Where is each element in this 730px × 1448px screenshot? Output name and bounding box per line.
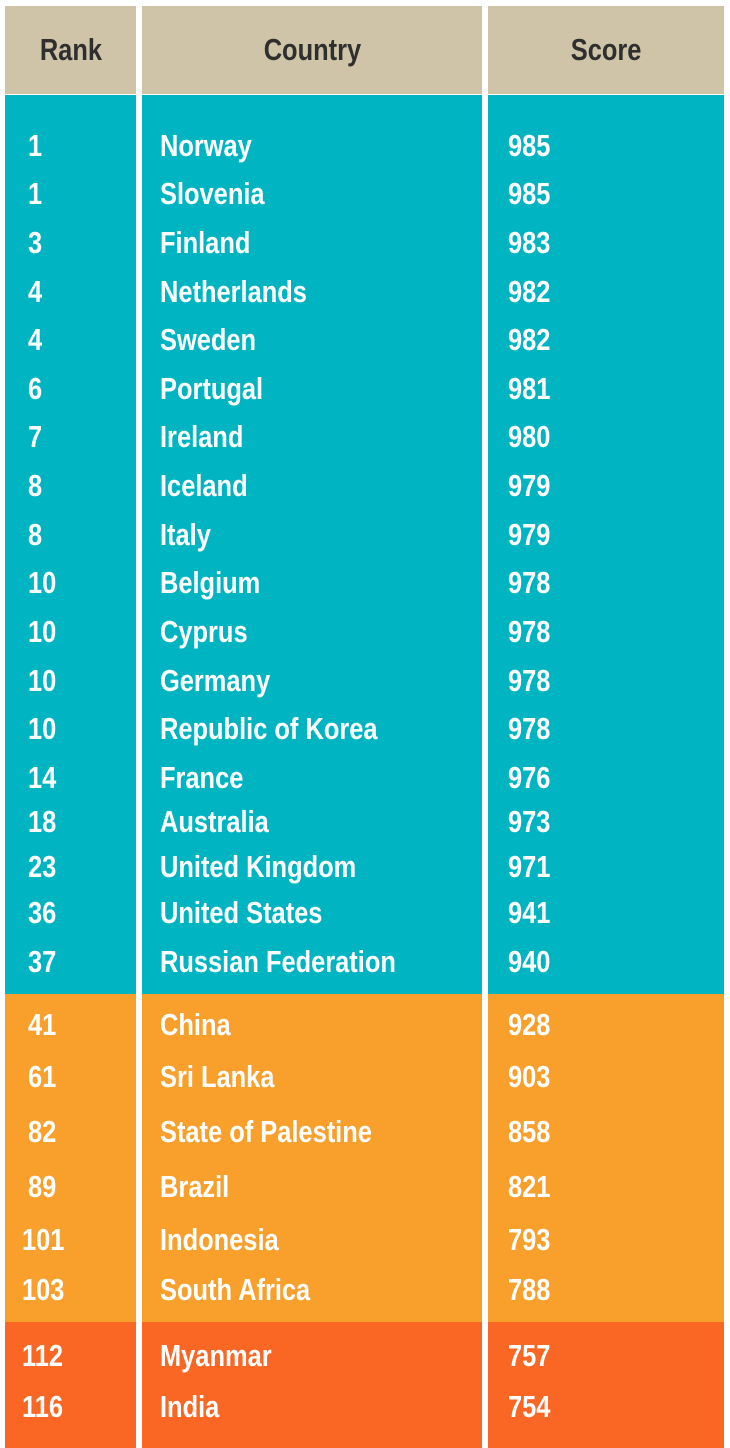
cell-score: 979 <box>508 517 551 552</box>
header-score: Score <box>488 6 724 94</box>
cell-rank: 41 <box>28 1007 57 1042</box>
cell-score: 940 <box>508 944 551 979</box>
cell-rank: 36 <box>28 895 57 930</box>
cell-score: 858 <box>508 1114 551 1149</box>
group-2-band-country <box>142 994 482 1322</box>
cell-score: 757 <box>508 1338 551 1373</box>
header-country: Country <box>142 6 482 94</box>
cell-score: 941 <box>508 895 551 930</box>
cell-score: 754 <box>508 1389 551 1424</box>
cell-score: 973 <box>508 804 551 839</box>
cell-country: Iceland <box>160 468 248 503</box>
cell-score: 978 <box>508 614 551 649</box>
cell-score: 985 <box>508 128 551 163</box>
cell-country: Sri Lanka <box>160 1059 275 1094</box>
cell-rank: 7 <box>28 419 43 454</box>
group-2-band-score <box>488 994 724 1322</box>
cell-country: Brazil <box>160 1169 230 1204</box>
header-country-label: Country <box>263 32 361 67</box>
cell-rank: 3 <box>28 225 43 260</box>
cell-country: Finland <box>160 225 251 260</box>
group-1-band-country <box>142 95 482 994</box>
cell-rank: 1 <box>28 176 43 211</box>
cell-rank: 23 <box>28 849 57 884</box>
cell-rank: 4 <box>28 322 43 357</box>
group-1-band-score <box>488 95 724 994</box>
cell-score: 928 <box>508 1007 551 1042</box>
cell-score: 976 <box>508 760 551 795</box>
cell-rank: 89 <box>28 1169 57 1204</box>
cell-country: Slovenia <box>160 176 265 211</box>
cell-country: Ireland <box>160 419 244 454</box>
cell-score: 821 <box>508 1169 551 1204</box>
cell-score: 788 <box>508 1272 551 1307</box>
cell-rank: 6 <box>28 371 43 406</box>
cell-rank: 10 <box>28 663 57 698</box>
cell-rank: 10 <box>28 711 57 746</box>
cell-country: Indonesia <box>160 1222 279 1257</box>
cell-rank: 4 <box>28 274 43 309</box>
cell-rank: 101 <box>22 1222 65 1257</box>
group-3-band-score <box>488 1322 724 1448</box>
cell-rank: 10 <box>28 614 57 649</box>
cell-rank: 61 <box>28 1059 57 1094</box>
cell-rank: 10 <box>28 565 57 600</box>
cell-rank: 82 <box>28 1114 57 1149</box>
group-1-band-rank <box>5 95 136 994</box>
cell-country: Portugal <box>160 371 264 406</box>
group-3-band-country <box>142 1322 482 1448</box>
cell-rank: 14 <box>28 760 57 795</box>
cell-score: 981 <box>508 371 551 406</box>
cell-score: 903 <box>508 1059 551 1094</box>
cell-country: United Kingdom <box>160 849 357 884</box>
cell-country: Sweden <box>160 322 257 357</box>
cell-score: 793 <box>508 1222 551 1257</box>
cell-rank: 8 <box>28 517 43 552</box>
cell-rank: 103 <box>22 1272 65 1307</box>
cell-country: China <box>160 1007 231 1042</box>
header-rank-label: Rank <box>39 32 102 67</box>
cell-country: Russian Federation <box>160 944 396 979</box>
cell-country: Italy <box>160 517 211 552</box>
cell-rank: 18 <box>28 804 57 839</box>
cell-rank: 116 <box>22 1389 64 1424</box>
header-rank: Rank <box>5 6 136 94</box>
cell-country: South Africa <box>160 1272 311 1307</box>
cell-rank: 1 <box>28 128 43 163</box>
cell-country: Germany <box>160 663 271 698</box>
cell-country: State of Palestine <box>160 1114 372 1149</box>
group-3-band-rank <box>5 1322 136 1448</box>
group-2-band-rank <box>5 994 136 1322</box>
cell-rank: 112 <box>22 1338 64 1373</box>
cell-score: 985 <box>508 176 551 211</box>
cell-score: 980 <box>508 419 551 454</box>
cell-score: 978 <box>508 565 551 600</box>
cell-country: Netherlands <box>160 274 307 309</box>
cell-rank: 37 <box>28 944 57 979</box>
cell-country: Myanmar <box>160 1338 272 1373</box>
cell-score: 971 <box>508 849 551 884</box>
cell-rank: 8 <box>28 468 43 503</box>
cell-country: Republic of Korea <box>160 711 378 746</box>
cell-score: 979 <box>508 468 551 503</box>
cell-score: 982 <box>508 322 551 357</box>
cell-country: Norway <box>160 128 252 163</box>
cell-country: India <box>160 1389 220 1424</box>
cell-score: 978 <box>508 663 551 698</box>
cell-country: Cyprus <box>160 614 248 649</box>
cell-score: 982 <box>508 274 551 309</box>
cell-score: 983 <box>508 225 551 260</box>
cell-country: Australia <box>160 804 269 839</box>
cell-score: 978 <box>508 711 551 746</box>
cell-country: Belgium <box>160 565 261 600</box>
header-score-label: Score <box>570 32 642 67</box>
cell-country: United States <box>160 895 323 930</box>
cell-country: France <box>160 760 244 795</box>
